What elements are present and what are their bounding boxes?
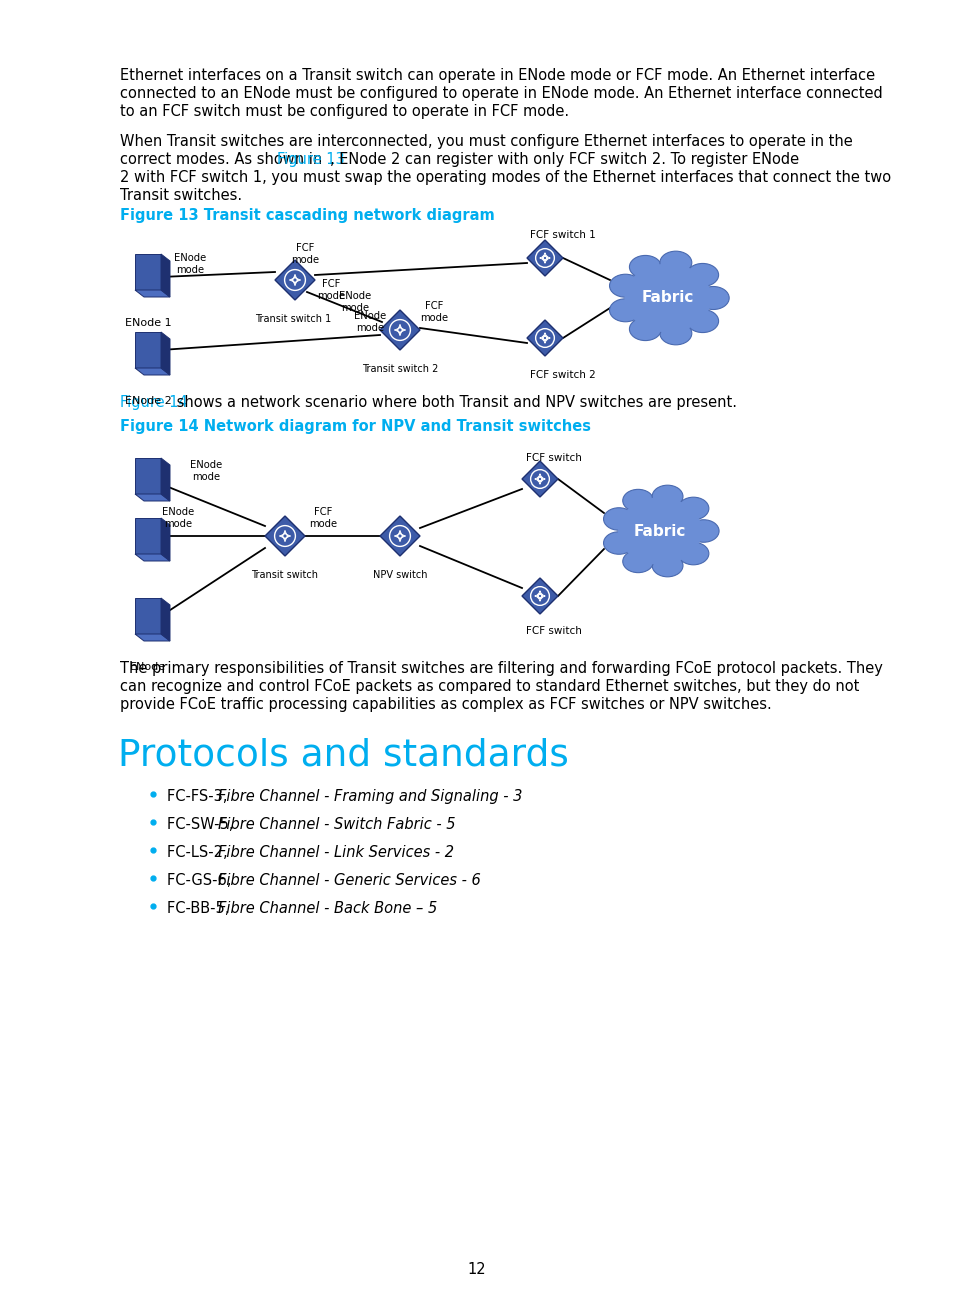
Ellipse shape: [629, 255, 660, 279]
Ellipse shape: [618, 498, 701, 565]
Polygon shape: [274, 260, 314, 299]
Ellipse shape: [659, 321, 691, 345]
Text: FCF
mode: FCF mode: [309, 507, 336, 529]
Text: Fibre Channel - Switch Fabric - 5: Fibre Channel - Switch Fabric - 5: [218, 816, 456, 832]
Text: can recognize and control FCoE packets as compared to standard Ethernet switches: can recognize and control FCoE packets a…: [120, 679, 859, 693]
Text: Protocols and standards: Protocols and standards: [118, 737, 568, 772]
Text: Transit switch 1: Transit switch 1: [254, 314, 331, 324]
Text: FCF switch: FCF switch: [525, 626, 581, 636]
Ellipse shape: [678, 542, 708, 565]
Polygon shape: [135, 332, 161, 368]
Polygon shape: [379, 310, 419, 350]
Text: Fabric: Fabric: [633, 524, 685, 539]
Ellipse shape: [686, 263, 718, 286]
Polygon shape: [135, 368, 170, 375]
Text: ENode
mode: ENode mode: [338, 290, 371, 314]
Text: Ethernet interfaces on a Transit switch can operate in ENode mode or FCF mode. A: Ethernet interfaces on a Transit switch …: [120, 67, 874, 83]
Polygon shape: [161, 597, 170, 642]
Text: FCF switch: FCF switch: [525, 454, 581, 463]
Ellipse shape: [697, 286, 728, 310]
Polygon shape: [161, 254, 170, 297]
Text: to an FCF switch must be configured to operate in FCF mode.: to an FCF switch must be configured to o…: [120, 104, 569, 119]
Ellipse shape: [624, 263, 711, 333]
Ellipse shape: [652, 555, 682, 577]
Text: FCF
mode: FCF mode: [291, 242, 318, 266]
Polygon shape: [135, 597, 161, 634]
Ellipse shape: [652, 485, 682, 508]
Text: FCF switch 2: FCF switch 2: [530, 369, 596, 380]
Ellipse shape: [622, 490, 653, 512]
Polygon shape: [526, 240, 562, 276]
Polygon shape: [161, 332, 170, 375]
Text: provide FCoE traffic processing capabilities as complex as FCF switches or NPV s: provide FCoE traffic processing capabili…: [120, 697, 771, 712]
Polygon shape: [135, 634, 170, 642]
Text: Figure 13: Figure 13: [277, 152, 344, 167]
Ellipse shape: [678, 498, 708, 520]
Ellipse shape: [686, 310, 718, 333]
Text: The primary responsibilities of Transit switches are filtering and forwarding FC: The primary responsibilities of Transit …: [120, 661, 882, 677]
Text: shows a network scenario where both Transit and NPV switches are present.: shows a network scenario where both Tran…: [172, 395, 737, 410]
Text: ENode 1: ENode 1: [125, 318, 172, 328]
Text: FC-SW-5,: FC-SW-5,: [167, 816, 237, 832]
Ellipse shape: [687, 520, 719, 542]
Text: Fibre Channel - Framing and Signaling - 3: Fibre Channel - Framing and Signaling - …: [218, 789, 522, 804]
Text: FCF switch 1: FCF switch 1: [530, 229, 596, 240]
Ellipse shape: [609, 275, 640, 297]
Text: Figure 14: Figure 14: [120, 395, 188, 410]
Ellipse shape: [603, 531, 634, 555]
Polygon shape: [135, 290, 170, 297]
Text: 12: 12: [467, 1262, 486, 1277]
Polygon shape: [135, 254, 161, 290]
Ellipse shape: [659, 251, 691, 275]
Text: Transit switches.: Transit switches.: [120, 188, 242, 203]
Text: Transit switch 2: Transit switch 2: [361, 364, 437, 375]
Polygon shape: [135, 518, 161, 553]
Ellipse shape: [622, 550, 653, 573]
Text: FCF
mode: FCF mode: [316, 279, 345, 301]
Text: ENode 2: ENode 2: [125, 397, 172, 406]
Text: ENode
mode: ENode mode: [190, 460, 222, 482]
Text: Fibre Channel - Generic Services - 6: Fibre Channel - Generic Services - 6: [218, 874, 480, 888]
Polygon shape: [135, 457, 161, 494]
Polygon shape: [135, 494, 170, 502]
Text: ENode: ENode: [130, 662, 166, 673]
Ellipse shape: [609, 299, 640, 321]
Text: NPV switch: NPV switch: [373, 570, 427, 581]
Ellipse shape: [603, 508, 634, 530]
Text: 2 with FCF switch 1, you must swap the operating modes of the Ethernet interface: 2 with FCF switch 1, you must swap the o…: [120, 170, 890, 185]
Text: Figure 14 Network diagram for NPV and Transit switches: Figure 14 Network diagram for NPV and Tr…: [120, 419, 590, 434]
Polygon shape: [135, 553, 170, 561]
Text: correct modes. As shown in: correct modes. As shown in: [120, 152, 327, 167]
Polygon shape: [265, 516, 305, 556]
Text: FC-LS-2,: FC-LS-2,: [167, 845, 232, 861]
Text: Fabric: Fabric: [641, 290, 694, 306]
Text: FCF
mode: FCF mode: [419, 301, 448, 323]
Text: Figure 13 Transit cascading network diagram: Figure 13 Transit cascading network diag…: [120, 207, 495, 223]
Text: Fibre Channel - Link Services - 2: Fibre Channel - Link Services - 2: [218, 845, 454, 861]
Polygon shape: [161, 518, 170, 561]
Text: ENode
mode: ENode mode: [354, 311, 386, 333]
Polygon shape: [521, 578, 558, 614]
Text: FC-FS-3,: FC-FS-3,: [167, 789, 232, 804]
Polygon shape: [521, 461, 558, 496]
Polygon shape: [379, 516, 419, 556]
Text: ENode
mode: ENode mode: [162, 507, 193, 529]
Polygon shape: [526, 320, 562, 356]
Text: FC-BB-5,: FC-BB-5,: [167, 901, 233, 916]
Polygon shape: [161, 457, 170, 502]
Text: Fibre Channel - Back Bone – 5: Fibre Channel - Back Bone – 5: [218, 901, 437, 916]
Text: , ENode 2 can register with only FCF switch 2. To register ENode: , ENode 2 can register with only FCF swi…: [329, 152, 798, 167]
Text: Transit switch: Transit switch: [252, 570, 318, 581]
Text: connected to an ENode must be configured to operate in ENode mode. An Ethernet i: connected to an ENode must be configured…: [120, 86, 882, 101]
Ellipse shape: [629, 318, 660, 341]
Text: ENode
mode: ENode mode: [173, 253, 206, 275]
Text: When Transit switches are interconnected, you must configure Ethernet interfaces: When Transit switches are interconnected…: [120, 133, 852, 149]
Text: FC-GS-6,: FC-GS-6,: [167, 874, 235, 888]
